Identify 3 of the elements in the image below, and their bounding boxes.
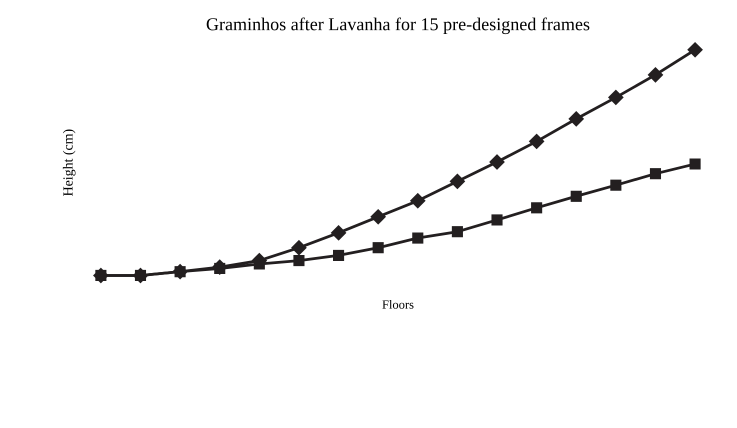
chart-title: Graminhos after Lavanha for 15 pre-designed frames bbox=[206, 17, 590, 34]
x-axis-title: Floors bbox=[382, 300, 414, 309]
y-axis-title: Height (cm) bbox=[62, 130, 76, 196]
